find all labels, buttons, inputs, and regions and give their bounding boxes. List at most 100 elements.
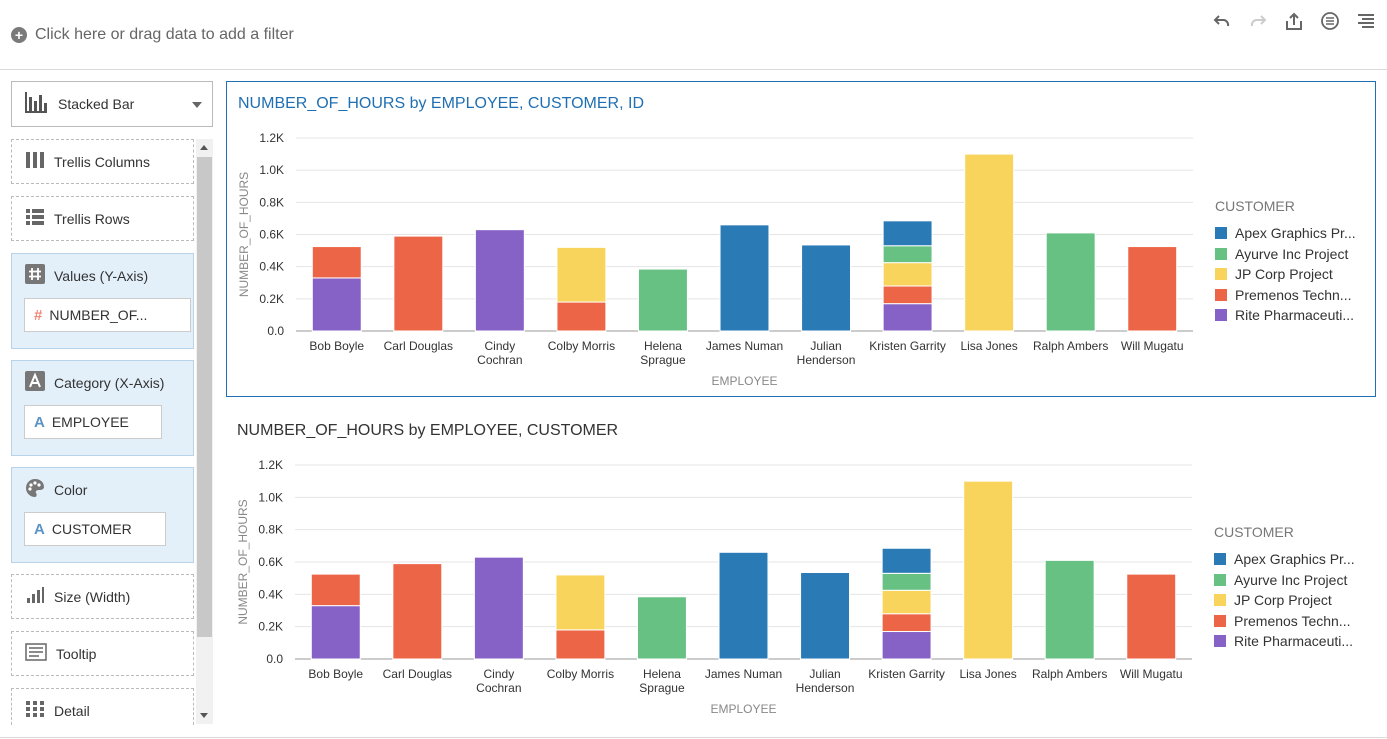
attribute-a-icon bbox=[25, 370, 45, 396]
y-tick-label: 1.2K bbox=[259, 131, 284, 145]
x-tick-label: Carl Douglas bbox=[384, 339, 453, 353]
trellis-rows-well[interactable]: Trellis Rows bbox=[11, 196, 194, 241]
trellis-columns-label: Trellis Columns bbox=[54, 154, 150, 170]
chart-title: NUMBER_OF_HOURS by EMPLOYEE, CUSTOMER bbox=[237, 422, 619, 439]
legend-label: Premenos Techn... bbox=[1235, 286, 1352, 303]
add-filter-text: Click here or drag data to add a filter bbox=[35, 26, 294, 43]
bar-segment[interactable] bbox=[392, 563, 443, 660]
chevron-down-icon bbox=[192, 102, 202, 108]
undo-icon[interactable] bbox=[1211, 10, 1233, 32]
bar-segment[interactable] bbox=[311, 277, 362, 332]
bar-segment[interactable] bbox=[393, 235, 444, 332]
x-tick-label: Will Mugatu bbox=[1121, 339, 1184, 353]
bar-segment[interactable] bbox=[556, 301, 607, 332]
bar-segment[interactable] bbox=[964, 153, 1015, 332]
legend-item[interactable]: JP Corp Project bbox=[1215, 264, 1375, 285]
bar-segment[interactable] bbox=[718, 551, 769, 660]
category-x-axis-well[interactable]: Category (X-Axis) A EMPLOYEE bbox=[11, 360, 194, 456]
category-pill[interactable]: A EMPLOYEE bbox=[24, 405, 162, 439]
bar-segment[interactable] bbox=[881, 589, 932, 615]
bar-segment[interactable] bbox=[1127, 246, 1178, 332]
bar-segment[interactable] bbox=[637, 268, 688, 332]
bar-segment[interactable] bbox=[882, 262, 933, 287]
menu-icon[interactable] bbox=[1355, 10, 1377, 32]
scrollbar-thumb[interactable] bbox=[197, 157, 212, 637]
legend-label: Premenos Techn... bbox=[1234, 612, 1351, 629]
tooltip-icon bbox=[25, 642, 47, 666]
legend-item[interactable]: Apex Graphics Pr... bbox=[1215, 223, 1375, 244]
y-tick-label: 1.0K bbox=[258, 490, 283, 504]
x-tick-label: Cindy Cochran bbox=[477, 339, 522, 367]
properties-icon[interactable] bbox=[1319, 10, 1341, 32]
legend-item[interactable]: Ayurve Inc Project bbox=[1214, 570, 1374, 591]
legend-item[interactable]: Premenos Techn... bbox=[1215, 285, 1375, 306]
bar-segment[interactable] bbox=[474, 229, 525, 332]
bar-segment[interactable] bbox=[963, 480, 1014, 660]
legend-item[interactable]: Rite Pharmaceuti... bbox=[1215, 305, 1375, 326]
chart-2[interactable]: NUMBER_OF_HOURS by EMPLOYEE, CUSTOMER 0.… bbox=[226, 409, 1376, 725]
legend-item[interactable]: JP Corp Project bbox=[1214, 590, 1374, 611]
x-axis-label: EMPLOYEE bbox=[710, 702, 776, 716]
y-axis-label: NUMBER_OF_HOURS bbox=[236, 499, 250, 624]
color-pill[interactable]: A CUSTOMER bbox=[24, 512, 166, 546]
bar-segment[interactable] bbox=[719, 224, 770, 332]
bar-segment[interactable] bbox=[881, 572, 932, 591]
bar-segment[interactable] bbox=[1044, 559, 1095, 660]
bar-segment[interactable] bbox=[310, 605, 361, 660]
panel-scrollbar[interactable] bbox=[196, 139, 213, 724]
chart-legend: CUSTOMER Apex Graphics Pr... Ayurve Inc P… bbox=[1215, 198, 1375, 326]
bar-segment[interactable] bbox=[881, 547, 932, 574]
bar-segment[interactable] bbox=[311, 246, 362, 279]
add-filter-button[interactable]: + Click here or drag data to add a filte… bbox=[11, 26, 294, 44]
bar-segment[interactable] bbox=[636, 596, 687, 660]
tooltip-well[interactable]: Tooltip bbox=[11, 631, 194, 676]
share-icon[interactable] bbox=[1283, 10, 1305, 32]
bar-segment[interactable] bbox=[801, 244, 852, 332]
grammar-panel: Stacked Bar Trellis Columns Trellis Rows… bbox=[0, 71, 214, 725]
bar-segment[interactable] bbox=[1045, 232, 1096, 332]
bar-segment[interactable] bbox=[556, 246, 607, 303]
scroll-up-icon[interactable] bbox=[200, 145, 208, 150]
legend-label: Rite Pharmaceuti... bbox=[1234, 633, 1354, 650]
color-well[interactable]: Color A CUSTOMER bbox=[11, 467, 194, 563]
size-width-label: Size (Width) bbox=[54, 589, 131, 605]
bar-segment[interactable] bbox=[882, 220, 933, 247]
legend-title: CUSTOMER bbox=[1215, 198, 1295, 214]
bar-segment[interactable] bbox=[1126, 573, 1177, 660]
legend-item[interactable]: Rite Pharmaceuti... bbox=[1214, 631, 1374, 652]
legend-label: Rite Pharmaceuti... bbox=[1235, 307, 1355, 324]
bar-segment[interactable] bbox=[882, 285, 933, 305]
chart-plot[interactable]: 0.0 0.2K 0.4K 0.6K 0.8K 1.0K 1.2K NUMBER_OF_HOU… bbox=[227, 82, 1217, 398]
y-tick-label: 1.2K bbox=[258, 458, 283, 472]
bar-segment[interactable] bbox=[555, 574, 606, 631]
bar-segment[interactable] bbox=[555, 629, 606, 660]
y-tick-label: 0.8K bbox=[258, 523, 283, 537]
legend-item[interactable]: Ayurve Inc Project bbox=[1215, 244, 1375, 265]
legend-item[interactable]: Apex Graphics Pr... bbox=[1214, 549, 1374, 570]
legend-item[interactable]: Premenos Techn... bbox=[1214, 611, 1374, 632]
chart-plot[interactable]: 0.0 0.2K 0.4K 0.6K 0.8K 1.0K 1.2K NUMBER_OF_HOU… bbox=[226, 409, 1216, 725]
bar-segment[interactable] bbox=[881, 631, 932, 660]
bar-segment[interactable] bbox=[800, 572, 851, 660]
values-y-axis-well[interactable]: Values (Y-Axis) # NUMBER_OF... bbox=[11, 253, 194, 349]
trellis-rows-icon bbox=[25, 208, 45, 231]
trellis-columns-well[interactable]: Trellis Columns bbox=[11, 139, 194, 184]
legend-label: Apex Graphics Pr... bbox=[1235, 225, 1356, 242]
values-pill[interactable]: # NUMBER_OF... bbox=[24, 298, 191, 332]
x-tick-label: Helena Sprague bbox=[640, 339, 686, 367]
visualization-type-dropdown[interactable]: Stacked Bar bbox=[11, 81, 213, 127]
bar-segment[interactable] bbox=[882, 245, 933, 264]
bar-segment[interactable] bbox=[881, 613, 932, 633]
detail-well[interactable]: Detail bbox=[11, 688, 194, 725]
x-tick-label: Carl Douglas bbox=[383, 667, 452, 681]
x-tick-label: Julian Henderson bbox=[796, 667, 855, 695]
attribute-a-icon: A bbox=[34, 413, 45, 431]
bar-segment[interactable] bbox=[473, 556, 524, 660]
size-width-well[interactable]: Size (Width) bbox=[11, 574, 194, 619]
bar-segment[interactable] bbox=[310, 573, 361, 607]
chart-1[interactable]: NUMBER_OF_HOURS by EMPLOYEE, CUSTOMER, I… bbox=[226, 81, 1376, 397]
redo-icon[interactable] bbox=[1247, 10, 1269, 32]
scroll-down-icon[interactable] bbox=[200, 713, 208, 718]
x-axis-label: EMPLOYEE bbox=[711, 374, 777, 388]
bar-segment[interactable] bbox=[882, 303, 933, 332]
